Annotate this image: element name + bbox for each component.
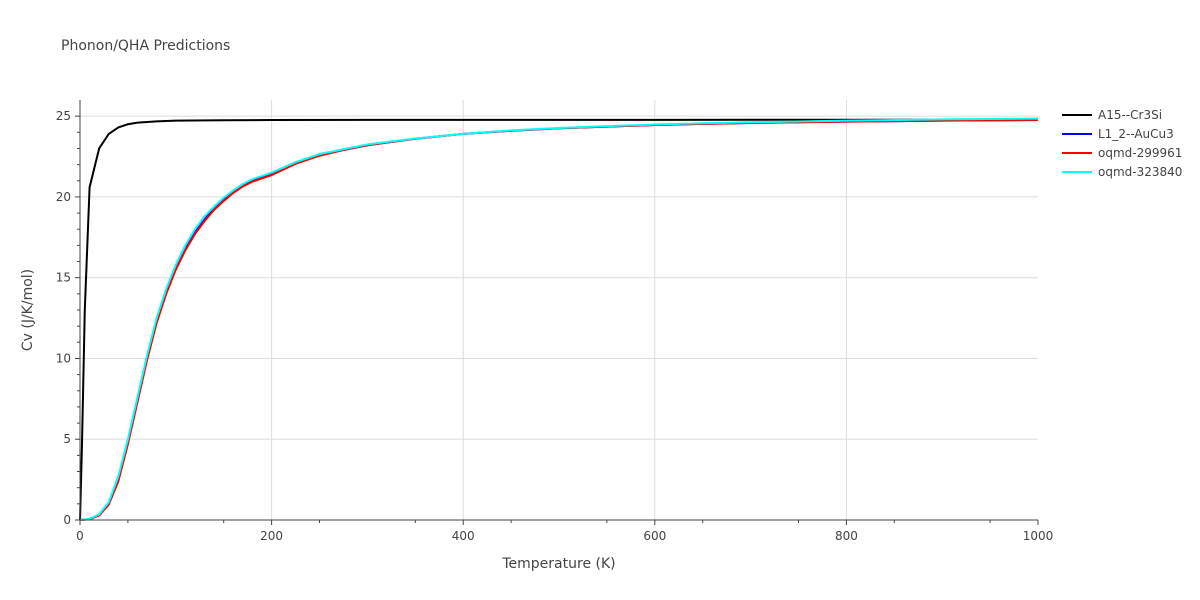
series-lines xyxy=(79,117,1039,521)
legend-item-4[interactable]: oqmd-323840 xyxy=(1062,165,1182,179)
x-tick-label: 800 xyxy=(835,529,858,543)
y-tick-label: 5 xyxy=(63,432,71,446)
legend-item-1[interactable]: A15--Cr3Si xyxy=(1062,108,1162,122)
x-tick-label: 400 xyxy=(452,529,475,543)
legend-label: oqmd-323840 xyxy=(1098,165,1182,179)
series-line-4[interactable] xyxy=(79,117,1039,521)
legend-label: oqmd-299961 xyxy=(1098,146,1182,160)
y-tick-label: 10 xyxy=(56,351,71,365)
axes: 0 200 400 600 800 1000 0 5 10 15 20 25 xyxy=(56,100,1054,543)
x-tick-label: 1000 xyxy=(1023,529,1054,543)
y-tick-label: 0 xyxy=(63,513,71,527)
y-axis-title: Cv (J/K/mol) xyxy=(20,269,36,351)
x-tick-label: 600 xyxy=(643,529,666,543)
y-tick-label: 20 xyxy=(56,190,71,204)
x-axis-title: Temperature (K) xyxy=(501,556,615,572)
x-tick-label: 0 xyxy=(76,529,84,543)
series-line-3[interactable] xyxy=(79,119,1039,521)
legend-item-2[interactable]: L1_2--AuCu3 xyxy=(1062,127,1174,141)
series-line-2[interactable] xyxy=(79,119,1039,521)
legend-label: A15--Cr3Si xyxy=(1098,108,1162,122)
legend-item-3[interactable]: oqmd-299961 xyxy=(1062,146,1182,160)
chart-title: Phonon/QHA Predictions xyxy=(61,38,230,54)
legend-label: L1_2--AuCu3 xyxy=(1098,127,1174,141)
series-line-1[interactable] xyxy=(79,118,1038,521)
grid-lines xyxy=(80,100,1038,520)
legend[interactable]: A15--Cr3Si L1_2--AuCu3 oqmd-299961 oqmd-323… xyxy=(1062,108,1182,179)
x-tick-label: 200 xyxy=(260,529,283,543)
y-tick-label: 15 xyxy=(56,271,71,285)
y-tick-label: 25 xyxy=(56,109,71,123)
